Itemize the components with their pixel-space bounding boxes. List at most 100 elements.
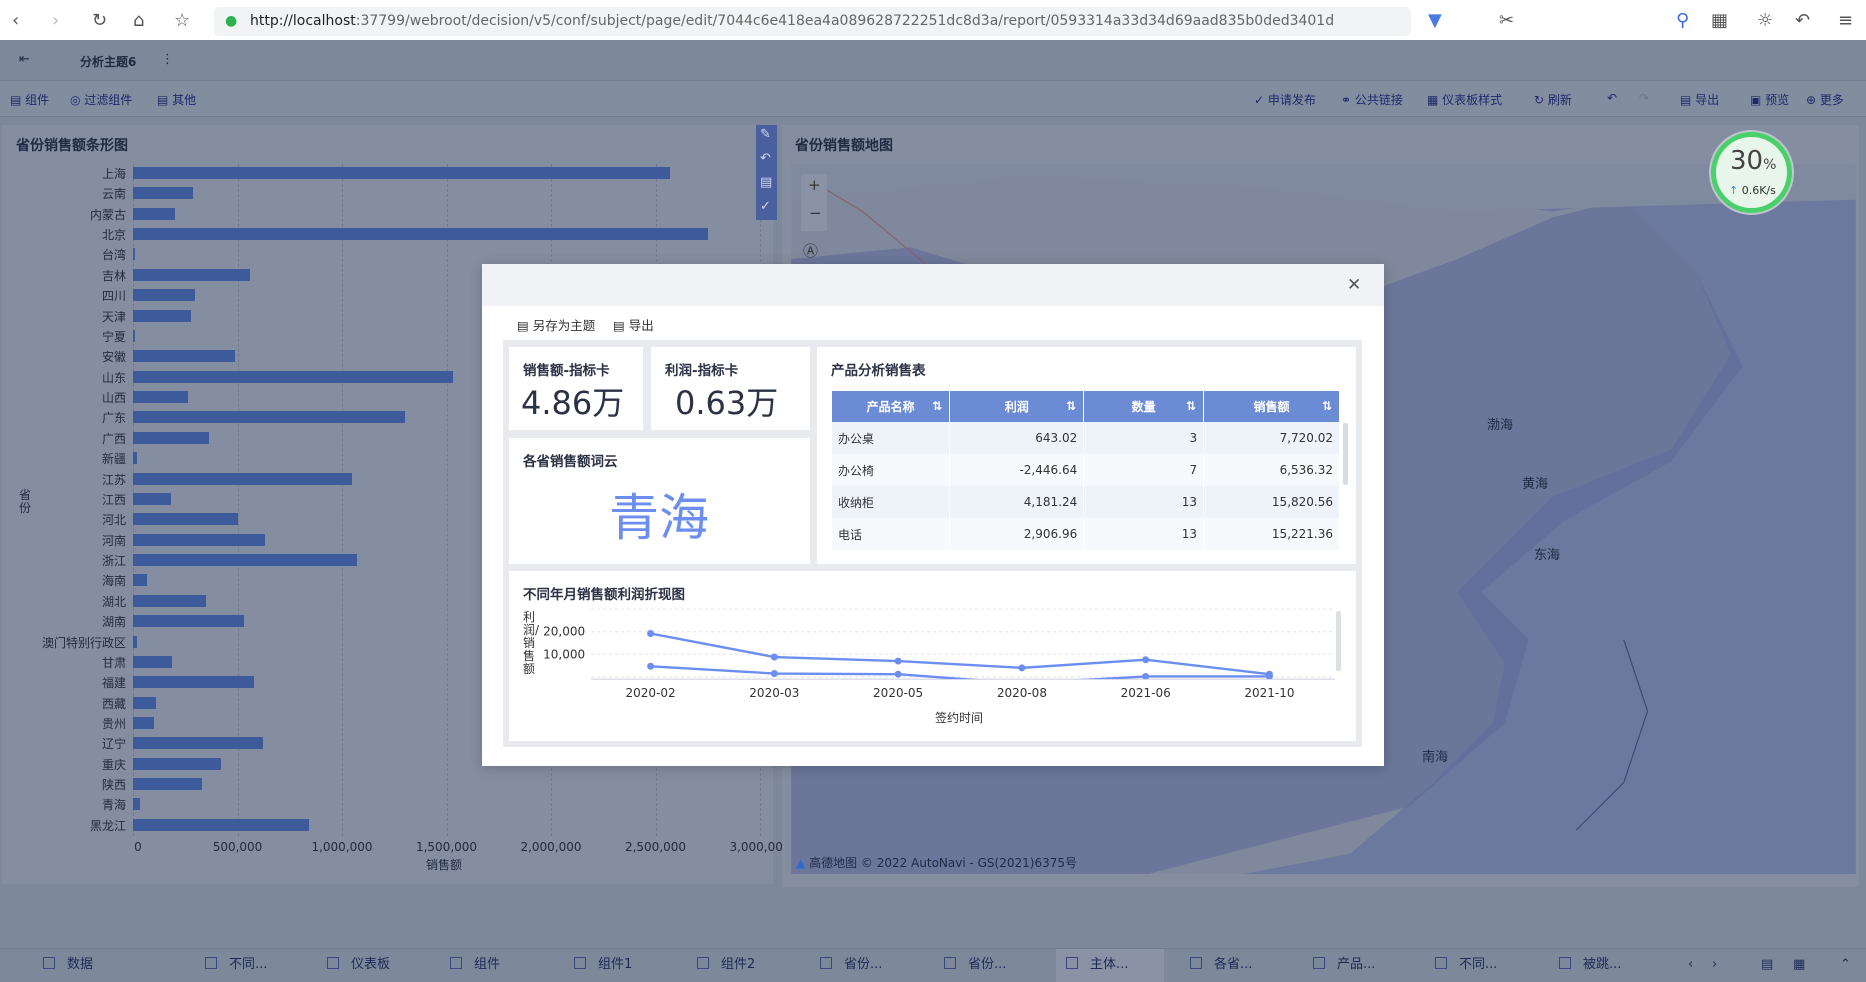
bar[interactable] <box>133 635 137 648</box>
toolbar-filter-components[interactable]: ◎ 过滤组件 <box>70 93 133 107</box>
bar[interactable] <box>133 594 206 607</box>
bottom-tab[interactable]: 不同... <box>1435 949 1497 982</box>
reload-icon[interactable]: ↻ <box>92 10 108 31</box>
refresh-button[interactable]: ↻ 刷新 <box>1534 93 1572 107</box>
bar[interactable] <box>133 615 244 628</box>
column-header[interactable]: 利润 ⇅ <box>949 391 1085 422</box>
bar[interactable] <box>133 391 188 404</box>
export-button[interactable]: ▤ 导出 <box>1680 93 1720 107</box>
data-point[interactable] <box>1018 664 1026 672</box>
bottom-tab[interactable]: 仪表板 <box>327 949 390 982</box>
table-row[interactable]: 办公椅 -2,446.64 7 6,536.32 <box>832 454 1340 486</box>
data-point[interactable] <box>1142 672 1150 680</box>
data-point[interactable] <box>1265 672 1273 680</box>
bar[interactable] <box>133 248 135 261</box>
prev-icon[interactable]: ‹ <box>1688 957 1694 972</box>
preview-button[interactable]: ▣ 预览 <box>1750 93 1790 107</box>
undo-button[interactable]: ↶ <box>1607 91 1618 105</box>
bar[interactable] <box>133 574 148 587</box>
bar[interactable] <box>133 778 202 791</box>
bottom-tab[interactable]: 主体... <box>1056 949 1165 982</box>
collapse-icon[interactable]: ⇤ <box>19 52 30 67</box>
more-button[interactable]: ⊕ 更多 <box>1806 93 1844 107</box>
wordcloud-word[interactable]: 青海 <box>609 489 709 547</box>
bottom-tab[interactable]: 不同... <box>205 949 267 982</box>
bottom-tab[interactable]: 省份... <box>820 949 882 982</box>
toolbar-components[interactable]: ▤ 组件 <box>10 93 50 107</box>
bar[interactable] <box>133 207 175 220</box>
bar[interactable] <box>133 309 192 322</box>
table-row[interactable]: 办公桌 643.02 3 7,720.02 <box>832 422 1340 454</box>
forward-icon[interactable]: › <box>52 10 60 31</box>
bar[interactable] <box>133 757 221 770</box>
brightness-icon[interactable]: ☼ <box>1757 10 1774 31</box>
back-icon[interactable]: ‹ <box>12 10 20 31</box>
bar[interactable] <box>133 452 137 465</box>
bottom-tab[interactable]: 组件1 <box>574 949 632 982</box>
grid-icon[interactable]: ▦ <box>1711 10 1729 31</box>
apply-publish-button[interactable]: ✓ 申请发布 <box>1254 93 1316 107</box>
export-button[interactable]: ▤ 导出 <box>613 318 654 333</box>
bar[interactable] <box>133 431 210 444</box>
bottom-tab[interactable]: 组件 <box>450 949 500 982</box>
data-point[interactable] <box>770 670 778 678</box>
comment-icon[interactable]: ▤ <box>760 175 773 190</box>
column-header[interactable]: 数量 ⇅ <box>1083 391 1205 422</box>
edit-icon[interactable]: ✎ <box>760 127 771 142</box>
bar[interactable] <box>133 533 266 546</box>
bar[interactable] <box>133 798 141 811</box>
star-icon[interactable]: ☆ <box>174 10 191 31</box>
toolbar-other[interactable]: ▤ 其他 <box>157 93 197 107</box>
compass-icon[interactable]: Ⓐ <box>803 242 819 260</box>
save-as-theme-button[interactable]: ▤ 另存为主题 <box>517 318 596 333</box>
zoom-in-button[interactable]: + <box>808 176 821 194</box>
more-vert-icon[interactable]: ⋮ <box>161 52 174 67</box>
check-icon[interactable]: ✓ <box>760 199 771 214</box>
bar[interactable] <box>133 411 405 424</box>
data-point[interactable] <box>1142 656 1150 664</box>
bar[interactable] <box>133 228 708 241</box>
search-icon[interactable]: ⚲ <box>1676 10 1690 31</box>
collapse-up-icon[interactable]: ⌃ <box>1840 957 1851 972</box>
bottom-tab[interactable]: 省份... <box>944 949 1006 982</box>
data-point[interactable] <box>894 670 902 678</box>
bar[interactable] <box>133 676 255 689</box>
home-icon[interactable]: ⌂ <box>133 10 145 31</box>
bar[interactable] <box>133 696 156 709</box>
bottom-tab[interactable]: 产品... <box>1313 949 1375 982</box>
next-icon[interactable]: › <box>1712 957 1718 972</box>
menu-icon[interactable]: ≡ <box>1838 10 1854 31</box>
bar[interactable] <box>133 472 353 485</box>
bottom-tab[interactable]: 数据 <box>43 949 93 982</box>
bar[interactable] <box>133 554 357 567</box>
chart-scrollbar[interactable] <box>1336 611 1341 671</box>
network-speed-widget[interactable]: 30% ↑ 0.6K/s <box>1711 132 1792 213</box>
table-row[interactable]: 收纳柜 4,181.24 13 15,820.56 <box>832 486 1340 518</box>
column-header[interactable]: 销售额 ⇅ <box>1203 391 1340 422</box>
table-scrollbar[interactable] <box>1343 423 1348 485</box>
bar[interactable] <box>133 350 236 363</box>
data-point[interactable] <box>647 629 655 637</box>
bar[interactable] <box>133 167 671 179</box>
bar[interactable] <box>133 329 136 342</box>
public-link-button[interactable]: ⚭ 公共链接 <box>1341 93 1403 107</box>
bottom-tab[interactable]: 各省... <box>1190 949 1252 982</box>
bar[interactable] <box>133 370 453 383</box>
scissors-icon[interactable]: ✂ <box>1499 10 1515 31</box>
redo-button[interactable]: ↷ <box>1639 91 1650 105</box>
close-icon[interactable]: ✕ <box>1347 275 1362 295</box>
dashboard-style-button[interactable]: ▦ 仪表板样式 <box>1427 93 1503 107</box>
table-row[interactable]: 电话 2,906.96 13 15,221.36 <box>832 518 1340 550</box>
bar[interactable] <box>133 655 173 668</box>
bar[interactable] <box>133 513 238 526</box>
bar[interactable] <box>133 818 310 831</box>
undo-icon[interactable]: ↶ <box>760 151 771 166</box>
bottom-tab[interactable]: 被跳... <box>1559 949 1621 982</box>
undo-icon[interactable]: ↶ <box>1795 10 1811 31</box>
data-point[interactable] <box>770 653 778 661</box>
add-chart-icon[interactable]: ▤ <box>1761 957 1774 972</box>
bar[interactable] <box>133 737 263 750</box>
bar[interactable] <box>133 492 172 505</box>
bottom-tab[interactable]: 组件2 <box>697 949 755 982</box>
bar[interactable] <box>133 716 155 729</box>
